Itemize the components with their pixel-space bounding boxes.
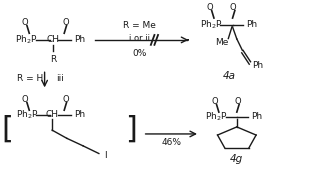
Text: Ph: Ph bbox=[252, 61, 264, 70]
Text: 4g: 4g bbox=[230, 154, 243, 164]
Text: Ph$_2$P: Ph$_2$P bbox=[15, 34, 38, 46]
Text: CH: CH bbox=[46, 110, 59, 120]
Text: R = H: R = H bbox=[17, 74, 43, 83]
Text: CH: CH bbox=[46, 35, 59, 44]
Text: O: O bbox=[230, 3, 237, 12]
Text: Me: Me bbox=[215, 38, 228, 47]
Text: Ph$_2$P: Ph$_2$P bbox=[16, 109, 38, 121]
Text: Ph: Ph bbox=[74, 35, 86, 44]
Text: O: O bbox=[62, 18, 69, 27]
Text: Ph$_2$P: Ph$_2$P bbox=[205, 111, 227, 123]
Text: i or ii: i or ii bbox=[129, 34, 150, 43]
Text: R = Me: R = Me bbox=[123, 21, 156, 30]
Text: iii: iii bbox=[56, 74, 64, 83]
Text: 4a: 4a bbox=[223, 71, 236, 81]
Text: O: O bbox=[234, 97, 241, 106]
Text: O: O bbox=[22, 95, 28, 104]
Text: Ph: Ph bbox=[74, 110, 86, 120]
Text: Ph: Ph bbox=[251, 112, 262, 121]
Text: 0%: 0% bbox=[132, 49, 147, 58]
Text: O: O bbox=[22, 18, 28, 27]
Text: ]: ] bbox=[125, 115, 137, 144]
Text: I: I bbox=[104, 151, 106, 160]
Text: O: O bbox=[206, 3, 213, 12]
Text: [: [ bbox=[1, 115, 13, 144]
Text: O: O bbox=[211, 97, 218, 106]
Text: R: R bbox=[50, 55, 56, 64]
Text: Ph: Ph bbox=[246, 20, 257, 29]
Text: 46%: 46% bbox=[162, 138, 181, 147]
Text: Ph$_2$P: Ph$_2$P bbox=[200, 18, 222, 31]
Text: O: O bbox=[62, 95, 69, 104]
